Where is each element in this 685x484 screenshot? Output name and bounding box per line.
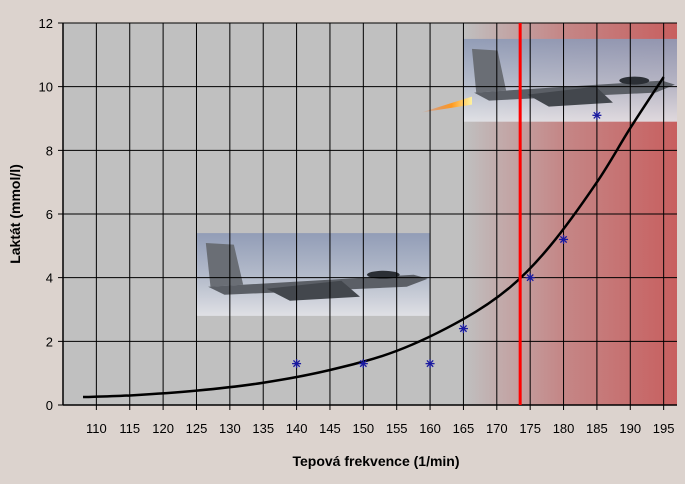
data-point — [292, 359, 302, 369]
x-tick-label: 115 — [119, 421, 140, 436]
x-tick-label: 120 — [152, 421, 174, 436]
y-tick-label: 0 — [46, 398, 53, 413]
x-tick-label: 175 — [519, 421, 541, 436]
x-axis-title: Tepová frekvence (1/min) — [292, 453, 459, 469]
data-point — [458, 324, 468, 334]
x-tick-label: 185 — [586, 421, 608, 436]
x-tick-label: 145 — [319, 421, 341, 436]
x-tick-label: 140 — [286, 421, 308, 436]
x-tick-label: 195 — [653, 421, 675, 436]
x-tick-label: 135 — [252, 421, 274, 436]
x-tick-label: 110 — [86, 421, 107, 436]
data-point — [559, 234, 569, 244]
x-tick-label: 170 — [486, 421, 508, 436]
y-tick-label: 8 — [46, 143, 53, 158]
data-point — [358, 359, 368, 369]
x-tick-label: 130 — [219, 421, 241, 436]
x-tick-label: 190 — [619, 421, 641, 436]
data-point — [425, 359, 435, 369]
fighter-jet-afterburner-icon — [420, 38, 677, 122]
y-axis-title: Laktát (mmol/l) — [7, 164, 23, 264]
y-tick-label: 12 — [39, 16, 53, 31]
y-tick-label: 6 — [46, 207, 53, 222]
x-tick-label: 155 — [386, 421, 408, 436]
y-tick-label: 10 — [39, 80, 53, 95]
x-tick-label: 180 — [553, 421, 575, 436]
x-tick-label: 160 — [419, 421, 441, 436]
y-tick-label: 2 — [46, 334, 53, 349]
x-tick-label: 125 — [186, 421, 208, 436]
y-tick-label: 4 — [46, 271, 53, 286]
fighter-jet-icon — [196, 233, 431, 316]
data-point — [525, 273, 535, 283]
x-tick-label: 165 — [453, 421, 475, 436]
data-point — [592, 110, 602, 120]
trendline — [82, 76, 665, 399]
x-tick-label: 150 — [352, 421, 374, 436]
